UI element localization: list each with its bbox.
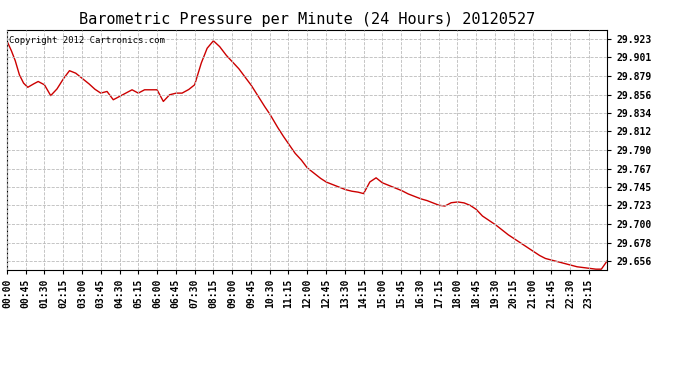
Title: Barometric Pressure per Minute (24 Hours) 20120527: Barometric Pressure per Minute (24 Hours… (79, 12, 535, 27)
Text: Copyright 2012 Cartronics.com: Copyright 2012 Cartronics.com (9, 36, 165, 45)
